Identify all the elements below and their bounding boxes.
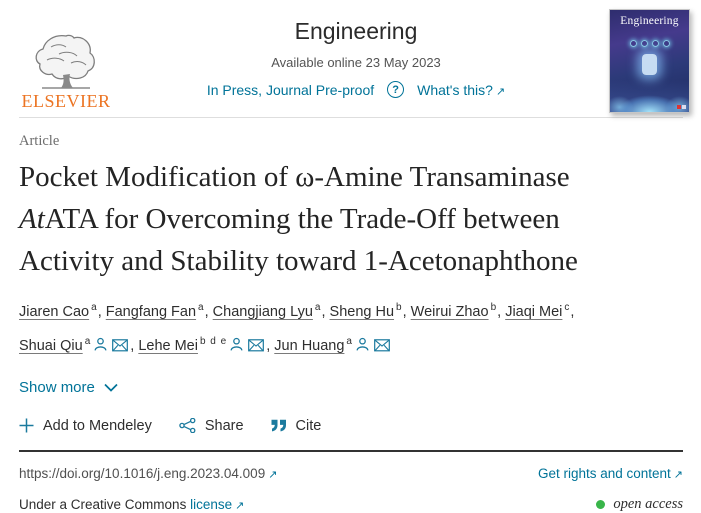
author-link[interactable]: Fangfang Fan xyxy=(105,303,197,320)
author: Weirui Zhao b, xyxy=(410,302,506,320)
author-affiliation-sup: b xyxy=(490,302,498,313)
author-link[interactable]: Weirui Zhao xyxy=(410,303,489,320)
title-line2-italic: At xyxy=(19,203,45,235)
author: Changjiang Lyu a, xyxy=(212,302,330,320)
author-link[interactable]: Jiaren Cao xyxy=(19,303,90,320)
author: Shuai Qiu a, xyxy=(19,335,139,354)
author-affiliation-sup: b xyxy=(396,302,403,313)
author-affiliation-sup: a xyxy=(346,335,353,347)
author: Jun Huang a xyxy=(274,335,392,354)
add-to-mendeley-button[interactable]: Add to Mendeley xyxy=(19,418,152,434)
license-link[interactable]: license xyxy=(190,496,233,512)
open-access-label: open access xyxy=(613,495,683,512)
doi-wrap[interactable]: https://doi.org/10.1016/j.eng.2023.04.00… xyxy=(19,466,277,481)
author-list: Jiaren Cao a, Fangfang Fan a, Changjiang L… xyxy=(19,293,683,363)
author-link[interactable]: Jiaqi Mei xyxy=(505,303,563,320)
header-divider xyxy=(19,117,683,118)
author: Jiaqi Mei c, xyxy=(505,302,575,320)
author-separator: , xyxy=(321,303,330,320)
author-affiliation-sup: a xyxy=(91,302,98,313)
title-line2: ATA for Overcoming the Trade-Off between xyxy=(44,203,560,235)
author-separator: , xyxy=(402,303,411,320)
action-bar: Add to Mendeley Share Cite xyxy=(19,418,683,434)
elsevier-logo[interactable]: ELSEVIER xyxy=(20,32,112,112)
journal-header: ELSEVIER Engineering Available online 23… xyxy=(19,0,690,117)
license-prefix: Under a Creative Commons xyxy=(19,496,187,512)
title-line1: Pocket Modification of ω-Amine Transamin… xyxy=(19,161,570,193)
whats-this-link[interactable]: What's this? xyxy=(417,81,493,98)
author-link[interactable]: Sheng Hu xyxy=(329,303,395,320)
journal-info: Engineering Available online 23 May 2023… xyxy=(139,18,573,98)
cover-robot-figure xyxy=(642,54,657,75)
author-separator: , xyxy=(97,303,106,320)
whats-this-wrap[interactable]: What's this? ↗ xyxy=(417,82,505,98)
article-title: Pocket Modification of ω-Amine Transamin… xyxy=(19,156,683,282)
chevron-down-icon xyxy=(104,383,118,392)
in-press-row: In Press, Journal Pre-proof ? What's thi… xyxy=(139,81,573,98)
author: Sheng Hu b, xyxy=(329,302,411,320)
title-line3: Activity and Stability toward 1-Acetonap… xyxy=(19,245,578,277)
author: Fangfang Fan a, xyxy=(105,302,213,320)
author-link[interactable]: Jun Huang xyxy=(274,337,345,354)
cover-floor-glow xyxy=(610,80,689,112)
author-separator: , xyxy=(570,303,575,320)
open-access-dot-icon xyxy=(596,499,606,509)
author-separator: , xyxy=(497,303,506,320)
article-type-label: Article xyxy=(19,133,60,149)
external-link-icon: ↗ xyxy=(673,468,683,481)
author-affiliation-sup: b d e xyxy=(199,335,228,347)
rights-wrap[interactable]: Get rights and content ↗ xyxy=(538,466,683,481)
in-press-link[interactable]: In Press, Journal Pre-proof xyxy=(206,81,375,98)
author-affiliation-sup: a xyxy=(314,302,322,313)
cite-label: Cite xyxy=(295,417,322,434)
author-link[interactable]: Lehe Mei xyxy=(138,337,198,354)
share-icon xyxy=(179,418,196,434)
plus-icon xyxy=(19,418,34,433)
author-link[interactable]: Shuai Qiu xyxy=(19,337,83,354)
cover-publisher-marks xyxy=(677,105,686,109)
footer-divider xyxy=(19,449,683,452)
cite-button[interactable]: Cite xyxy=(271,417,322,434)
journal-cover-thumbnail[interactable]: Engineering xyxy=(609,9,690,113)
elsevier-tree-icon xyxy=(35,34,95,89)
author-separator: , xyxy=(204,303,213,320)
cover-journal-title: Engineering xyxy=(620,15,679,27)
person-icon[interactable] xyxy=(355,334,370,363)
doi-link[interactable]: https://doi.org/10.1016/j.eng.2023.04.00… xyxy=(19,465,266,481)
author: Jiaren Cao a, xyxy=(19,302,106,320)
person-icon[interactable] xyxy=(229,334,244,363)
share-button[interactable]: Share xyxy=(179,418,244,434)
get-rights-link[interactable]: Get rights and content xyxy=(537,465,671,481)
envelope-icon[interactable] xyxy=(248,334,265,363)
envelope-icon[interactable] xyxy=(112,334,129,363)
available-online-date: Available online 23 May 2023 xyxy=(271,55,441,70)
question-circle-icon[interactable]: ? xyxy=(387,81,405,98)
external-link-icon: ↗ xyxy=(235,499,245,512)
open-access-badge: open access xyxy=(596,496,683,513)
external-link-icon: ↗ xyxy=(495,85,506,98)
envelope-icon[interactable] xyxy=(374,334,390,363)
journal-title[interactable]: Engineering xyxy=(294,18,418,44)
elsevier-wordmark: ELSEVIER xyxy=(21,91,111,111)
cite-quote-icon xyxy=(271,419,287,432)
doi-row: https://doi.org/10.1016/j.eng.2023.04.00… xyxy=(19,466,683,481)
author-affiliation-sup: a xyxy=(198,302,205,313)
license-wrap: Under a Creative Commons license ↗ xyxy=(19,497,244,512)
show-more-button[interactable]: Show more xyxy=(19,379,118,396)
author-link[interactable]: Changjiang Lyu xyxy=(212,303,313,320)
person-icon[interactable] xyxy=(93,334,108,363)
license-row: Under a Creative Commons license ↗ open a… xyxy=(19,496,683,513)
author: Lehe Mei b d e, xyxy=(138,335,275,354)
show-more-label: Show more xyxy=(19,378,95,396)
add-to-mendeley-label: Add to Mendeley xyxy=(43,417,152,434)
author-separator: , xyxy=(130,337,139,354)
external-link-icon: ↗ xyxy=(268,468,278,481)
author-affiliation-sup: a xyxy=(84,335,92,347)
author-affiliation-sup: c xyxy=(564,302,571,313)
cover-glow-dots xyxy=(610,40,689,47)
author-separator: , xyxy=(266,337,275,354)
share-label: Share xyxy=(204,417,244,434)
